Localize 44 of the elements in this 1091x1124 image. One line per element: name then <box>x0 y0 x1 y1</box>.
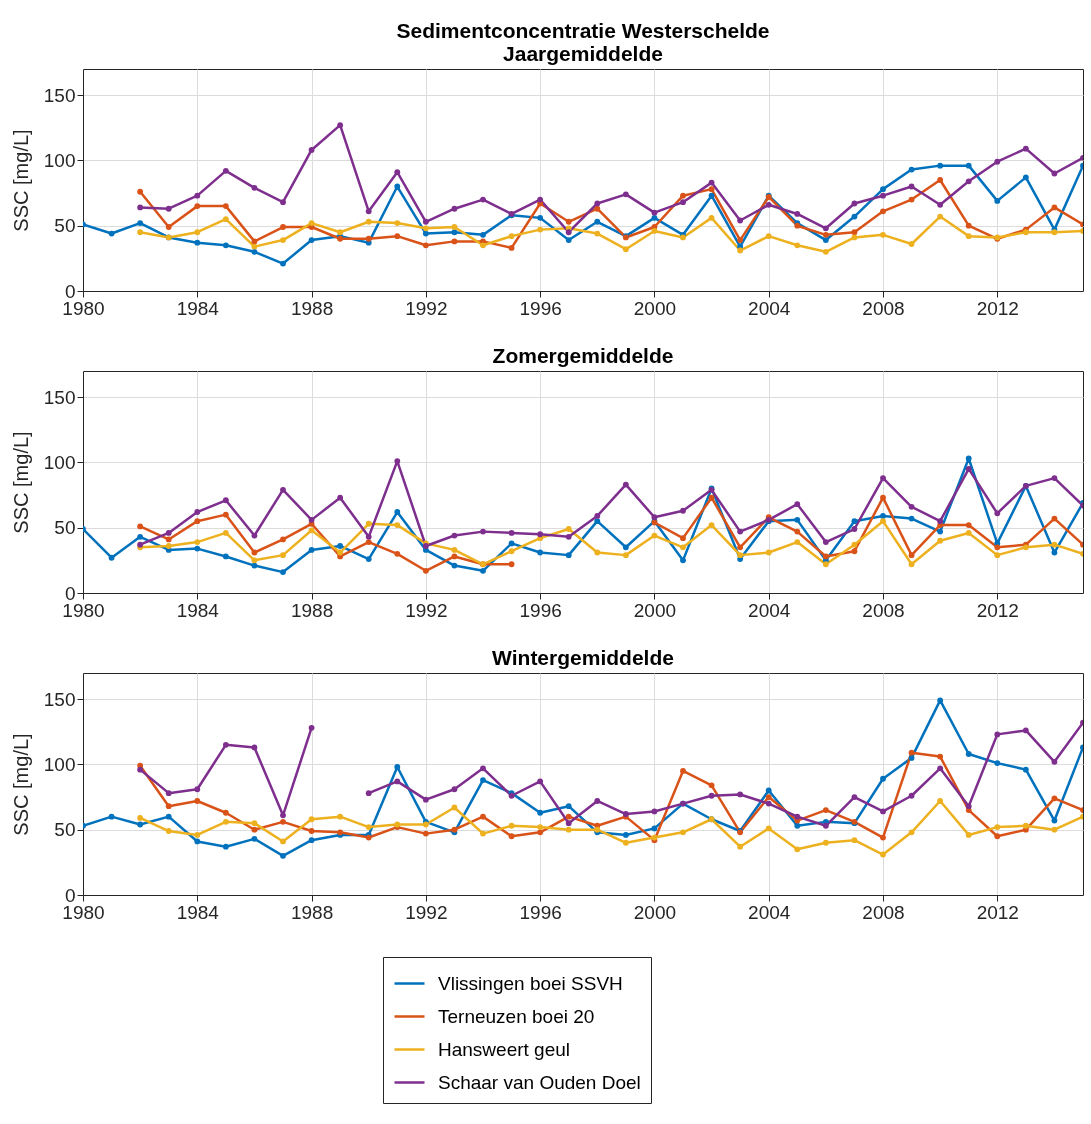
legend-label: Vlissingen boei SSVH <box>438 972 623 994</box>
x-tick-label: 1996 <box>519 297 562 319</box>
x-tick-label: 2000 <box>633 297 677 319</box>
x-tick-label: 1988 <box>290 599 334 621</box>
x-tick-label: 2004 <box>748 297 791 319</box>
x-tick-label: 1992 <box>405 599 448 621</box>
chart-title: Zomergemiddelde <box>492 344 674 367</box>
y-tick-label: 100 <box>43 451 76 473</box>
chart-title: Sedimentconcentratie Westerschelde <box>396 19 770 42</box>
x-tick-label: 1988 <box>290 901 334 923</box>
chart-title: Wintergemiddelde <box>492 646 674 669</box>
x-tick-label: 1992 <box>405 901 448 923</box>
x-tick-label: 2012 <box>976 297 1019 319</box>
y-tick-label: 100 <box>43 149 76 171</box>
y-tick-label: 150 <box>43 84 76 106</box>
x-tick-label: 2012 <box>976 599 1019 621</box>
x-tick-label: 1996 <box>519 599 562 621</box>
x-tick-label: 1996 <box>519 901 562 923</box>
x-tick-label: 1984 <box>176 901 220 923</box>
y-tick-label: 50 <box>54 517 76 539</box>
legend-label: Hansweert geul <box>438 1038 571 1060</box>
x-tick-label: 1988 <box>290 297 334 319</box>
y-tick-label: 50 <box>54 819 76 841</box>
x-tick-label: 2000 <box>633 901 677 923</box>
x-tick-label: 2000 <box>633 599 677 621</box>
chart-subtitle: Jaargemiddelde <box>503 42 663 65</box>
y-tick-label: 100 <box>43 753 76 775</box>
legend-label: Terneuzen boei 20 <box>438 1005 595 1027</box>
x-tick-label: 2012 <box>976 901 1019 923</box>
y-tick-label: 150 <box>43 386 76 408</box>
y-axis-title: SSC [mg/L] <box>9 733 32 836</box>
y-axis-title: SSC [mg/L] <box>9 431 32 534</box>
x-tick-label: 2008 <box>862 297 905 319</box>
y-tick-label: 50 <box>54 215 76 237</box>
x-tick-label: 2004 <box>748 599 791 621</box>
x-tick-label: 1984 <box>176 297 220 319</box>
y-tick-label: 150 <box>43 688 76 710</box>
x-tick-label: 2004 <box>748 901 791 923</box>
x-tick-label: 2008 <box>862 901 905 923</box>
legend-label: Schaar van Ouden Doel <box>438 1071 641 1093</box>
x-tick-label: 2008 <box>862 599 905 621</box>
x-tick-label: 1984 <box>176 599 220 621</box>
x-tick-label: 1992 <box>405 297 448 319</box>
y-axis-title: SSC [mg/L] <box>9 129 32 232</box>
